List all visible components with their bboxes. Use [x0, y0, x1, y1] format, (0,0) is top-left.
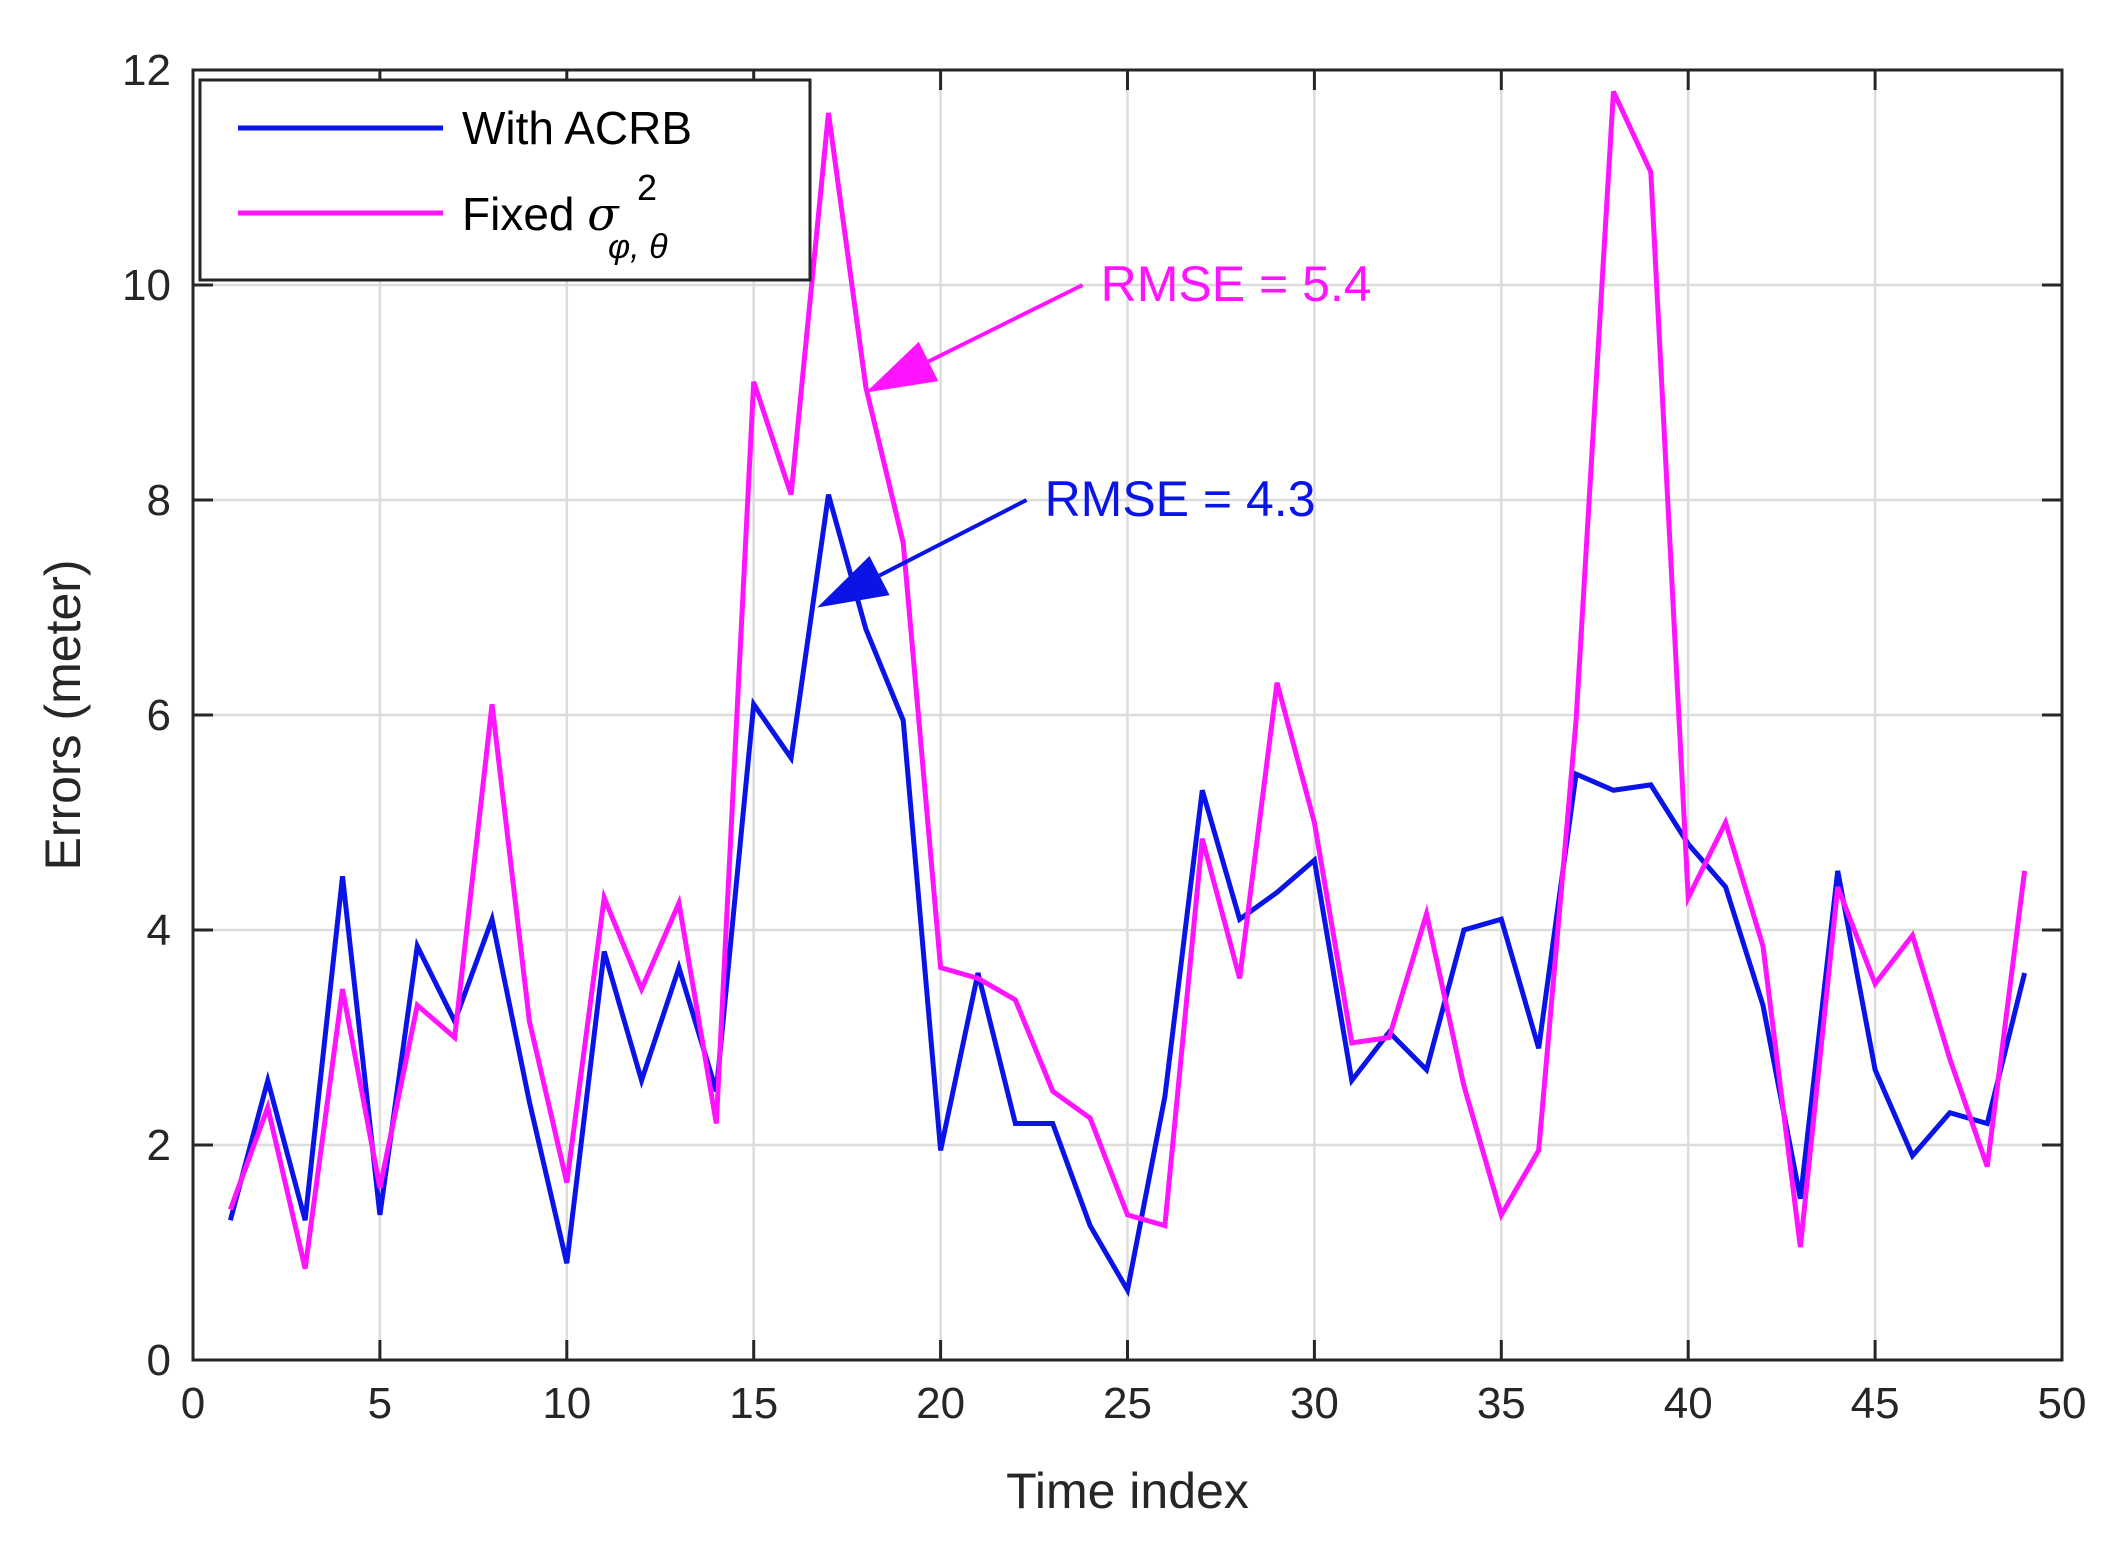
x-tick-label: 25	[1103, 1379, 1152, 1428]
x-tick-label: 45	[1851, 1379, 1900, 1428]
y-tick-label: 10	[122, 261, 171, 310]
y-tick-label: 4	[147, 906, 171, 955]
x-tick-label: 35	[1477, 1379, 1526, 1428]
annotation-arrow-head-2	[817, 555, 890, 608]
legend-label-fixed-sigma: σ	[587, 187, 620, 241]
y-tick-label: 0	[147, 1336, 171, 1385]
annotation-arrow-shaft-2	[878, 498, 1028, 578]
x-tick-label: 15	[729, 1379, 778, 1428]
annotation-label-2: RMSE = 4.3	[1045, 471, 1316, 527]
legend-box	[198, 78, 812, 282]
series	[227, 90, 2028, 1298]
annotation-arrow-head-1	[865, 341, 939, 393]
ticks: 0 5 10 15 20 25 30 35 40 45 50 0 2 4 6 8 10 12	[122, 46, 2086, 1428]
x-tick-label: 50	[2038, 1379, 2087, 1428]
y-tick-label: 6	[147, 691, 171, 740]
legend-label-fixed-subscript: φ, θ	[608, 228, 668, 266]
legend-label-fixed: Fixed σ	[462, 187, 620, 241]
y-tick-label: 12	[122, 46, 171, 95]
legend-label-fixed-prefix: Fixed	[462, 188, 587, 240]
legend-label-with-acrb: With ACRB	[462, 102, 692, 154]
y-tick-label: 2	[147, 1121, 171, 1170]
x-tick-label: 20	[916, 1379, 965, 1428]
x-tick-label: 0	[181, 1379, 205, 1428]
series-line-with-acrb	[227, 493, 2028, 1298]
x-tick-label: 40	[1664, 1379, 1713, 1428]
x-tick-label: 30	[1290, 1379, 1339, 1428]
series-line-fixed	[228, 90, 2028, 1270]
x-tick-label: 5	[368, 1379, 392, 1428]
x-tick-label: 10	[542, 1379, 591, 1428]
legend: With ACRB Fixed σ 2 φ, θ	[198, 78, 812, 282]
x-axis-label: Time index	[1006, 1463, 1249, 1519]
y-axis-label: Errors (meter)	[35, 559, 91, 870]
y-tick-label: 8	[147, 476, 171, 525]
legend-label-fixed-superscript: 2	[637, 167, 657, 208]
annotation-arrow-shaft-1	[927, 283, 1084, 364]
annotation-label-1: RMSE = 5.4	[1101, 256, 1372, 312]
annotations: RMSE = 5.4 RMSE = 4.3	[817, 256, 1372, 608]
